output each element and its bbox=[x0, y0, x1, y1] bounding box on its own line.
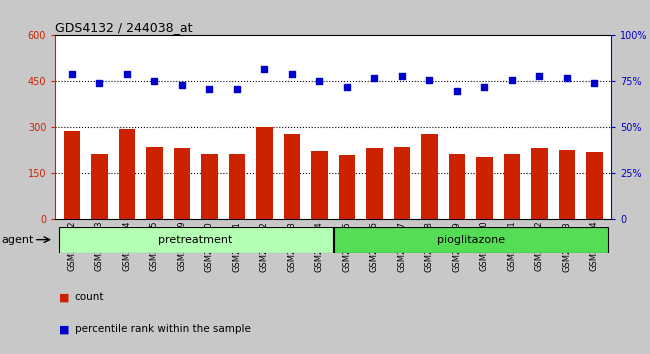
Text: agent: agent bbox=[1, 235, 34, 245]
Point bbox=[562, 75, 572, 81]
Point bbox=[314, 79, 324, 84]
Bar bbox=[146, 147, 162, 219]
Bar bbox=[586, 152, 603, 219]
Text: count: count bbox=[75, 292, 104, 302]
Text: pioglitazone: pioglitazone bbox=[437, 235, 505, 245]
Bar bbox=[476, 156, 493, 219]
Point bbox=[204, 86, 214, 92]
Point bbox=[259, 66, 270, 72]
Point bbox=[287, 71, 297, 77]
Point bbox=[66, 71, 77, 77]
Point bbox=[149, 79, 159, 84]
Bar bbox=[531, 148, 548, 219]
Point bbox=[122, 71, 132, 77]
Bar bbox=[58, 227, 333, 253]
Point bbox=[452, 88, 462, 93]
Point bbox=[590, 80, 600, 86]
Point bbox=[396, 73, 407, 79]
Bar bbox=[229, 154, 245, 219]
Bar bbox=[91, 154, 107, 219]
Bar bbox=[394, 147, 410, 219]
Bar bbox=[201, 154, 218, 219]
Text: ■: ■ bbox=[58, 292, 69, 302]
Point bbox=[177, 82, 187, 88]
Bar bbox=[559, 149, 575, 219]
Text: ■: ■ bbox=[58, 324, 69, 334]
Bar bbox=[504, 154, 520, 219]
Bar bbox=[64, 131, 80, 219]
Point bbox=[342, 84, 352, 90]
Bar bbox=[174, 148, 190, 219]
Point bbox=[424, 77, 435, 82]
Bar bbox=[118, 129, 135, 219]
Point bbox=[479, 84, 489, 90]
Point bbox=[507, 77, 517, 82]
Text: percentile rank within the sample: percentile rank within the sample bbox=[75, 324, 251, 334]
Bar bbox=[448, 154, 465, 219]
Point bbox=[369, 75, 380, 81]
Text: pretreatment: pretreatment bbox=[159, 235, 233, 245]
Point bbox=[534, 73, 545, 79]
Point bbox=[231, 86, 242, 92]
Bar bbox=[366, 148, 383, 219]
Bar bbox=[311, 152, 328, 219]
Text: GDS4132 / 244038_at: GDS4132 / 244038_at bbox=[55, 21, 193, 34]
Bar bbox=[256, 127, 272, 219]
Bar bbox=[421, 133, 437, 219]
Bar bbox=[283, 133, 300, 219]
Bar bbox=[339, 155, 355, 219]
Point bbox=[94, 80, 105, 86]
Bar bbox=[333, 227, 608, 253]
